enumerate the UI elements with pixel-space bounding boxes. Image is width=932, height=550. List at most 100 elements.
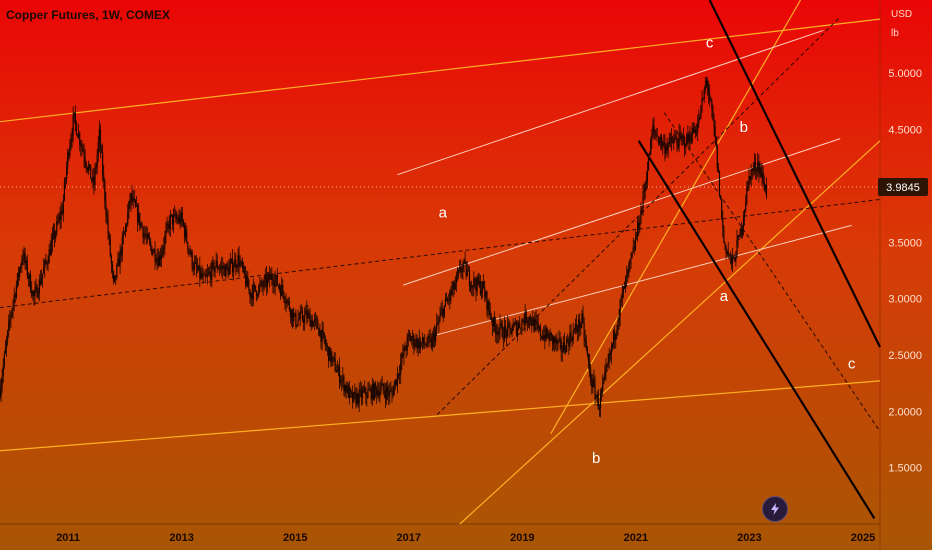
candle-body: [13, 294, 15, 303]
candle-body: [407, 334, 409, 337]
candle-body: [724, 242, 726, 246]
candle-body: [706, 80, 709, 87]
candle-body: [721, 199, 723, 219]
trendline-orange[interactable]: [0, 380, 881, 452]
candle-body: [304, 314, 306, 323]
candle-body: [663, 142, 665, 144]
candle-body: [133, 198, 135, 201]
candle-body: [612, 331, 615, 344]
trendline-black[interactable]: [637, 140, 876, 519]
trendline-orange[interactable]: [550, 0, 802, 435]
candle-body: [217, 268, 219, 270]
candle-body: [39, 279, 41, 284]
candle-body: [27, 275, 29, 279]
lightning-button[interactable]: [762, 496, 788, 522]
candle-body: [294, 313, 296, 315]
candle-body: [488, 301, 490, 311]
candle-body: [377, 391, 379, 396]
candle-body: [384, 393, 387, 399]
candle-body: [200, 272, 202, 278]
candle-body: [661, 136, 663, 147]
candle-body: [409, 335, 412, 342]
trendline-white[interactable]: [437, 224, 852, 336]
candle-body: [740, 228, 742, 235]
candle-body: [385, 387, 388, 399]
candle-body: [369, 388, 371, 390]
candle-body: [559, 338, 561, 341]
candle-body: [175, 213, 177, 219]
candle-body: [641, 208, 643, 211]
candle-body: [352, 393, 354, 402]
candle-body: [189, 250, 191, 255]
candle-body: [0, 385, 2, 397]
candle-body: [358, 389, 360, 404]
candle-body: [437, 323, 439, 325]
candle-body: [519, 322, 521, 328]
trendline-black-dashed[interactable]: [0, 198, 881, 309]
wave-label: c: [706, 34, 714, 51]
candle-body: [106, 215, 108, 220]
candle-body: [500, 322, 502, 325]
candle-body: [190, 251, 192, 255]
candle-body: [715, 136, 717, 147]
candle-body: [10, 314, 12, 320]
candle-body: [571, 338, 573, 341]
candle-body: [127, 212, 129, 225]
candle-body: [164, 235, 166, 247]
candle-body: [717, 167, 720, 172]
candle-body: [33, 291, 35, 297]
candle-body: [330, 348, 332, 363]
candle-body: [730, 255, 733, 264]
candle-body: [218, 268, 221, 270]
trendline-black-dashed[interactable]: [436, 16, 841, 416]
candle-body: [350, 391, 353, 394]
candle-body: [762, 172, 764, 182]
candle-body: [588, 361, 591, 370]
candle-body: [337, 366, 340, 370]
trendline-white[interactable]: [397, 29, 824, 176]
candle-body: [590, 369, 592, 383]
candle-body: [560, 340, 562, 352]
candle-body: [45, 260, 47, 263]
candle-body: [689, 134, 691, 142]
candle-body: [115, 275, 117, 279]
candle-body: [522, 320, 524, 322]
candle-body: [638, 221, 640, 230]
candle-body: [378, 391, 380, 397]
candle-body: [637, 221, 639, 237]
trendline-black[interactable]: [708, 0, 881, 348]
candle-body: [336, 369, 338, 373]
time-axis[interactable]: 2011 2013 2015 2017 2019 2021 2023 2025: [56, 532, 875, 544]
candle-body: [515, 322, 518, 335]
candle-body: [87, 166, 90, 171]
candle-body: [698, 117, 700, 125]
candle-body: [671, 142, 674, 144]
candle-body: [257, 295, 259, 297]
candle-body: [109, 238, 111, 256]
candle-body: [179, 216, 181, 224]
candle-body: [667, 144, 669, 151]
candle-body: [180, 212, 182, 224]
candle-body: [420, 342, 423, 344]
candle-body: [61, 210, 63, 214]
candle-body: [31, 291, 33, 296]
candle-body: [286, 300, 288, 304]
trendline-orange[interactable]: [0, 18, 881, 123]
candle-body: [52, 230, 55, 236]
candle-body: [50, 242, 52, 256]
candle-body: [598, 408, 601, 410]
candle-body: [478, 281, 480, 284]
candle-body: [496, 331, 498, 335]
candle-body: [389, 390, 391, 396]
candle-body: [675, 137, 677, 140]
trendline-black-dashed[interactable]: [663, 112, 881, 432]
candle-body: [227, 267, 229, 276]
trendline-white[interactable]: [402, 138, 841, 286]
candle-body: [408, 334, 411, 336]
candle-body: [187, 242, 189, 250]
candle-body: [430, 338, 432, 348]
wave-label: b: [740, 119, 748, 136]
candle-body: [454, 283, 456, 290]
candle-body: [555, 338, 557, 343]
